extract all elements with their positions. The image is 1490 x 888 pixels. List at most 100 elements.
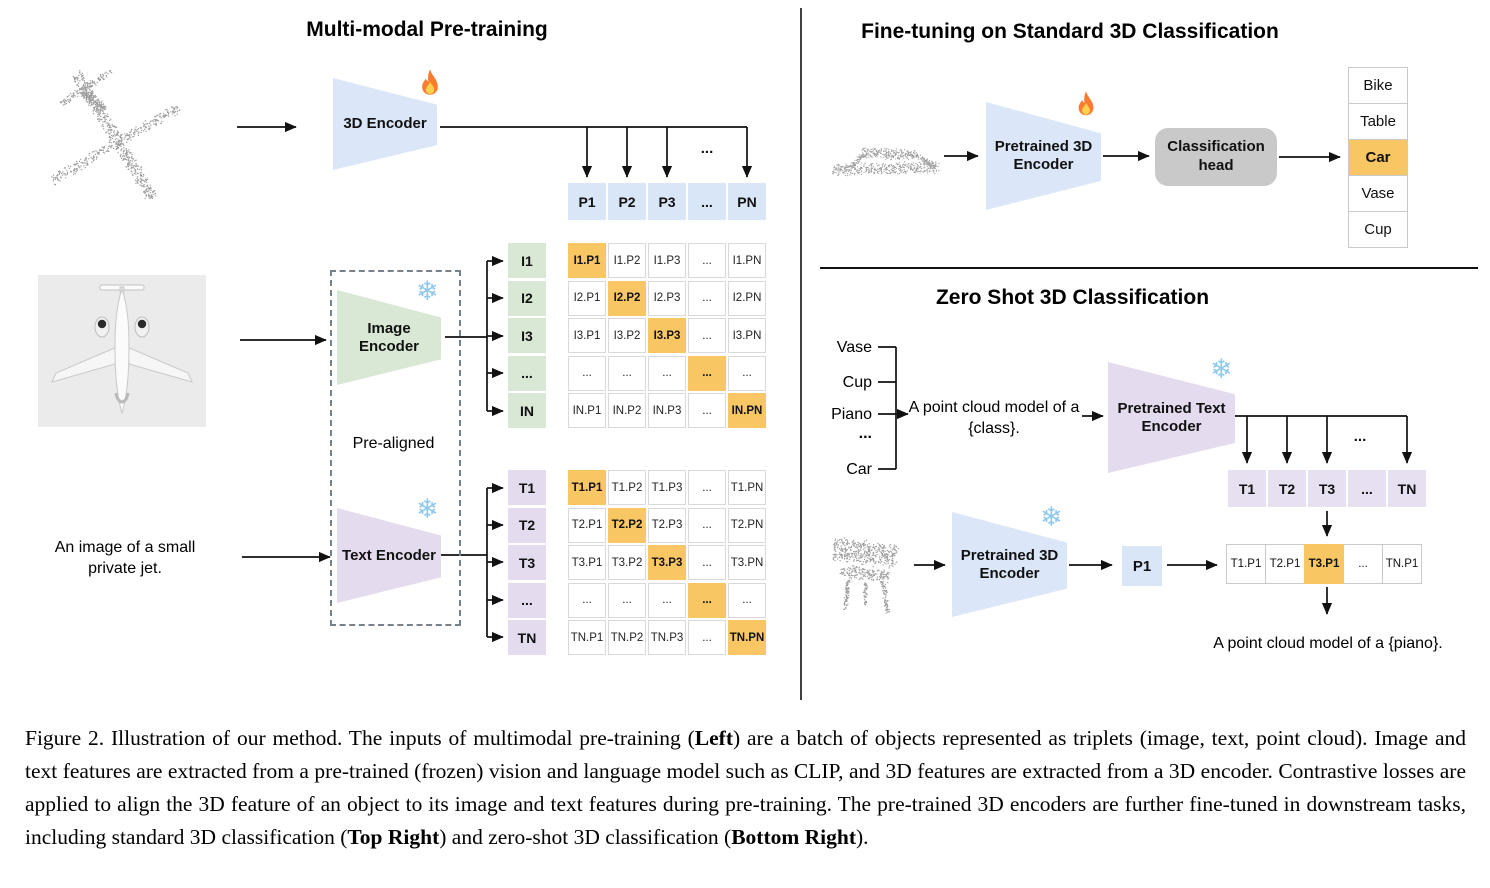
matrix-cell: I1.P2 [608,243,646,278]
text-feature-column: T1 T2 T3... TN [508,470,546,655]
pretrained-text-encoder-label: Pretrained Text Encoder [1108,400,1235,436]
i-cell: IN [508,393,546,428]
piano-point-cloud [820,522,912,617]
p1-feature-cell: P1 [1122,546,1162,586]
classification-head-box: Classification head [1155,128,1277,186]
pretrained-3d-encoder-label: Pretrained 3D Encoder [952,547,1067,583]
car-point-cloud [826,130,944,185]
encoder-3d-label: 3D Encoder [343,115,426,133]
p-cell: P1 [568,183,606,220]
matrix-cell: TN.P2 [608,620,646,655]
fire-icon [1071,90,1101,127]
matrix-cell: ... [648,356,686,391]
p-cell: ... [688,183,726,220]
airplane-point-cloud [38,56,193,214]
matrix-cell: ... [568,583,606,618]
matrix-cell: I1.P3 [648,243,686,278]
caption-bold-segment: Top Right [347,825,439,849]
matrix-cell: ... [688,583,726,618]
class-option-vase: Vase [802,338,872,359]
t-cell: ... [508,583,546,618]
t-cell: T3 [1308,470,1346,507]
jet-photo [38,275,206,427]
matrix-cell: ... [688,243,726,278]
matrix-cell: IN.P1 [568,393,606,428]
class-cell: Vase [1348,175,1408,212]
zero-shot-text-feature-row: T1 T2 T3... TN [1228,470,1426,507]
text-point-similarity-matrix: T1.P1 T1.P2 T1.P3... T1.PN T2.P1 T2.P2 T2.P3..… [568,470,766,655]
figure-caption: Figure 2. Illustration of our method. Th… [25,722,1466,854]
matrix-cell: I3.P3 [648,318,686,353]
image-point-similarity-matrix: I1.P1 I1.P2 I1.P3... I1.PN I2.P1 I2.P2 I2.P3..… [568,243,766,428]
matrix-cell: T1.P1 [568,470,606,505]
matrix-cell: IN.PN [728,393,766,428]
snowflake-icon: ❄ [416,496,439,523]
matrix-cell: I2.PN [728,281,766,316]
fire-icon [414,68,446,107]
class-cell: Bike [1348,67,1408,104]
t-cell: TN [508,620,546,655]
sim-cell: TN.P1 [1382,544,1422,584]
ellipsis-label: ... [695,140,719,157]
figure-diagram: Multi-modal Pre-training 3D Encoder P1 P2… [0,0,1490,710]
p-cell: PN [728,183,766,220]
p-cell: P3 [648,183,686,220]
matrix-cell: ... [688,508,726,543]
t-cell: T1 [508,470,546,505]
matrix-cell: T2.P2 [608,508,646,543]
matrix-cell: TN.P1 [568,620,606,655]
matrix-cell: ... [688,545,726,580]
image-feature-column: I1 I2 I3... IN [508,243,546,428]
p-cell: P2 [608,183,646,220]
matrix-cell: T3.PN [728,545,766,580]
class-prediction-list: Bike Table Car Vase Cup [1348,68,1408,248]
paper-figure-page: Multi-modal Pre-training 3D Encoder P1 P2… [0,0,1490,888]
matrix-cell: ... [608,356,646,391]
bottom-right-section-title: Zero Shot 3D Classification [800,286,1345,310]
matrix-cell: T2.P3 [648,508,686,543]
left-section-title: Multi-modal Pre-training [227,18,627,42]
matrix-cell: IN.P3 [648,393,686,428]
matrix-cell: T1.PN [728,470,766,505]
zero-shot-result-text: A point cloud model of a {piano}. [1208,634,1448,655]
matrix-cell: ... [688,281,726,316]
t-cell: T1 [1228,470,1266,507]
t-cell: ... [1348,470,1386,507]
matrix-cell: I1.P1 [568,243,606,278]
t-cell: TN [1388,470,1426,507]
matrix-cell: T2.PN [728,508,766,543]
class-cell: Cup [1348,211,1408,248]
jet-text-label: An image of a small private jet. [30,538,220,580]
sim-cell: T2.P1 [1265,544,1305,584]
matrix-cell: ... [648,583,686,618]
caption-bold-segment: Bottom Right [731,825,856,849]
matrix-cell: T3.P2 [608,545,646,580]
matrix-cell: I3.P2 [608,318,646,353]
matrix-cell: I2.P2 [608,281,646,316]
class-cell: Table [1348,103,1408,140]
caption-bold-segment: Left [695,726,733,750]
ellipsis-label: ... [1345,428,1375,445]
image-encoder-label: Image Encoder [337,320,441,356]
i-cell: ... [508,356,546,391]
matrix-cell: I2.P3 [648,281,686,316]
matrix-cell: ... [568,356,606,391]
t-cell: T3 [508,545,546,580]
class-option-cup: Cup [802,373,872,394]
matrix-cell: I3.P1 [568,318,606,353]
snowflake-icon: ❄ [1040,504,1063,531]
sim-cell: T1.P1 [1226,544,1266,584]
matrix-cell: TN.PN [728,620,766,655]
class-option-ellipsis: ... [802,424,872,445]
matrix-cell: ... [728,583,766,618]
t-cell: T2 [1268,470,1306,507]
caption-segment: ). [856,825,869,849]
matrix-cell: I3.PN [728,318,766,353]
matrix-cell: ... [728,356,766,391]
i-cell: I3 [508,318,546,353]
class-option-piano: Piano [802,405,872,426]
snowflake-icon: ❄ [1210,356,1233,383]
matrix-cell: ... [688,470,726,505]
t-cell: T2 [508,508,546,543]
class-cell: Car [1348,139,1408,176]
